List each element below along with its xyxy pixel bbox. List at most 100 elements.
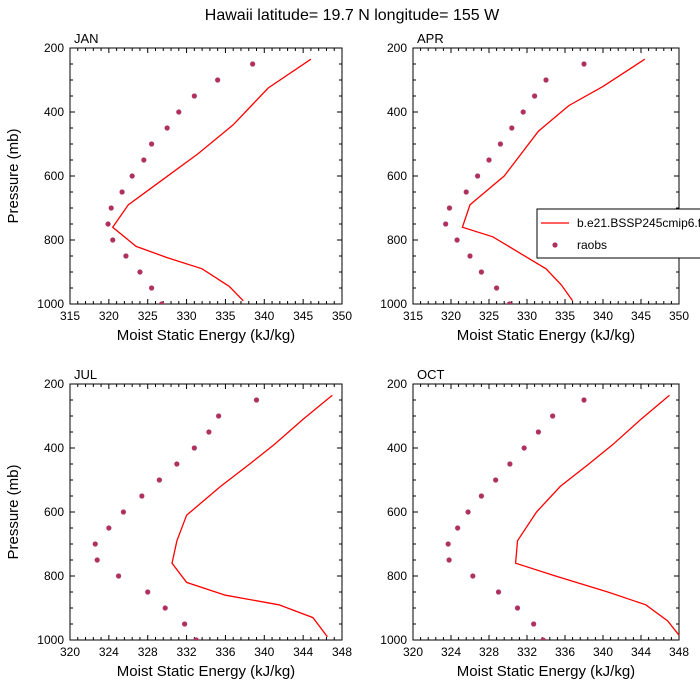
y-tick-label: 600 [387, 505, 407, 519]
panel-jan: 315 320 325 330 335 340 345 350 200 400 600 800 1000… [5, 31, 352, 344]
raobs-point [250, 61, 256, 67]
raobs-point [463, 189, 469, 195]
x-tick-label: 330 [177, 309, 197, 323]
raobs-point [486, 157, 492, 163]
x-tick-label: 332 [177, 645, 197, 659]
y-tick-label: 1000 [380, 297, 407, 311]
panel-label: JAN [74, 31, 99, 46]
raobs-point [581, 397, 587, 403]
y-tick-label: 800 [44, 569, 64, 583]
raobs-point [455, 525, 461, 531]
x-axis-label: Moist Static Energy (kJ/kg) [457, 327, 635, 344]
y-axis-label: Pressure (mb) [5, 464, 22, 559]
raobs-point [94, 557, 100, 563]
raobs-point [156, 477, 162, 483]
raobs-point [494, 285, 500, 291]
x-tick-label: 328 [479, 645, 499, 659]
panel-label: APR [417, 31, 444, 46]
raobs-point [446, 205, 453, 211]
panel-oct: 320 324 328 332 336 340 344 348 200 400 600 800 1000… [380, 367, 689, 680]
raobs-point [520, 109, 526, 115]
raobs-point [215, 77, 221, 83]
x-tick-label: 335 [215, 309, 235, 323]
x-axis-label: Moist Static Energy (kJ/kg) [117, 327, 295, 344]
legend: b.e21.BSSP245cmip6.f09_g17.CMIP6-SSP2-4.… [536, 208, 700, 259]
y-tick-label: 600 [44, 169, 64, 183]
x-tick-label: 320 [60, 645, 80, 659]
raobs-point [120, 509, 127, 515]
raobs-point [137, 269, 143, 275]
raobs-point [191, 445, 197, 451]
x-axis-label: Moist Static Energy (kJ/kg) [457, 663, 635, 680]
raobs-point [174, 461, 180, 467]
raobs-point [521, 445, 527, 451]
raobs-point [191, 93, 197, 99]
x-tick-label: 336 [555, 645, 575, 659]
raobs-point [253, 397, 260, 403]
y-tick-label: 400 [44, 441, 64, 455]
raobs-point [206, 429, 212, 435]
raobs-point [115, 573, 122, 579]
legend-label-raobs: raobs [577, 238, 607, 252]
raobs-point [129, 173, 135, 179]
raobs-point [465, 509, 471, 515]
x-tick-label: 328 [138, 645, 158, 659]
x-tick-label: 320 [403, 645, 423, 659]
raobs-point [493, 477, 499, 483]
raobs-point [454, 237, 460, 243]
y-axis-label: Pressure (mb) [5, 128, 22, 223]
x-tick-label: 325 [138, 309, 158, 323]
raobs-point [145, 589, 151, 595]
raobs-point [495, 589, 502, 595]
raobs-point [106, 525, 112, 531]
y-tick-label: 800 [44, 233, 64, 247]
y-tick-label: 400 [44, 105, 64, 119]
x-tick-label: 340 [254, 309, 274, 323]
raobs-point [514, 605, 521, 611]
legend-label-model: b.e21.BSSP245cmip6.f09_g17.CMIP6-SSP2-4.… [577, 216, 700, 230]
x-tick-label: 315 [60, 309, 80, 323]
x-tick-label: 345 [293, 309, 313, 323]
x-tick-label: 335 [555, 309, 575, 323]
x-tick-label: 348 [669, 645, 689, 659]
plot-frame [69, 47, 343, 305]
x-tick-label: 348 [332, 645, 352, 659]
legend-marker-swatch [552, 242, 558, 248]
y-tick-label: 600 [44, 505, 64, 519]
raobs-point [108, 205, 114, 211]
x-tick-label: 332 [517, 645, 537, 659]
raobs-point [446, 557, 452, 563]
raobs-point [164, 125, 170, 131]
panel-label: JUL [74, 367, 97, 382]
raobs-point [507, 461, 513, 467]
panel-apr: 315 320 325 330 335 340 345 350 200 400 600 800 1000… [380, 31, 689, 344]
x-tick-label: 315 [403, 309, 423, 323]
raobs-point [445, 541, 451, 547]
model-series-line [461, 58, 646, 302]
panel-label: OCT [417, 367, 445, 382]
figure-title: Hawaii latitude= 19.7 N longitude= 155 W [205, 7, 500, 24]
raobs-point [176, 109, 182, 115]
raobs-point [532, 93, 538, 99]
y-tick-label: 200 [44, 377, 64, 391]
y-tick-label: 1000 [380, 633, 407, 647]
x-tick-label: 344 [631, 645, 651, 659]
x-tick-label: 345 [631, 309, 651, 323]
raobs-point [123, 253, 129, 259]
x-tick-label: 350 [332, 309, 352, 323]
raobs-point [470, 573, 476, 579]
raobs-point [162, 605, 168, 611]
y-tick-label: 400 [387, 441, 407, 455]
model-series-line [514, 394, 679, 636]
y-tick-label: 800 [387, 569, 407, 583]
raobs-point [149, 141, 155, 147]
raobs-point [92, 541, 98, 547]
x-tick-label: 324 [99, 645, 119, 659]
raobs-point [105, 221, 111, 227]
raobs-point [509, 125, 515, 131]
raobs-point [467, 253, 473, 259]
x-tick-label: 340 [593, 309, 613, 323]
x-tick-label: 320 [99, 309, 119, 323]
y-tick-label: 200 [387, 377, 407, 391]
y-tick-label: 400 [387, 105, 407, 119]
